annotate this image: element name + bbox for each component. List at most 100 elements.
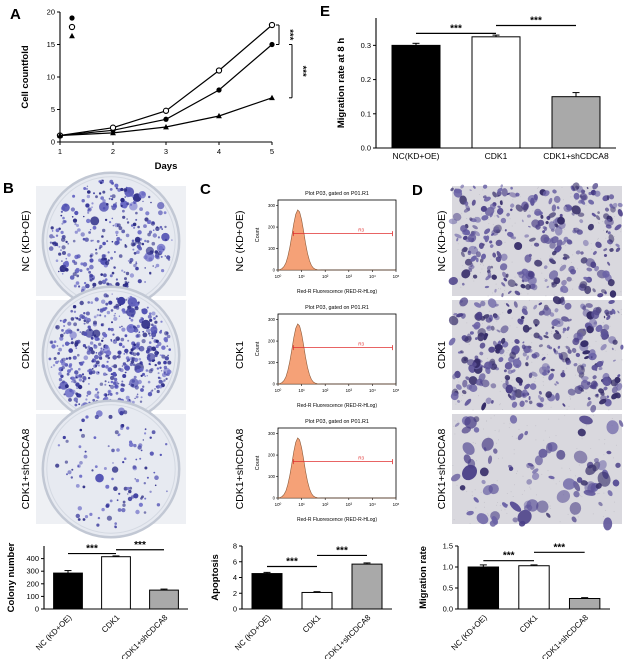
panel-label-b: B bbox=[3, 180, 14, 197]
svg-text:100: 100 bbox=[26, 592, 39, 601]
row-label-flow-cdk1: CDK1 bbox=[234, 341, 246, 370]
svg-text:Plot P03, gated on P01.R1: Plot P03, gated on P01.R1 bbox=[305, 305, 369, 311]
svg-text:CDK1: CDK1 bbox=[485, 151, 508, 161]
svg-text:NC (KD+OE): NC (KD+OE) bbox=[450, 613, 489, 652]
svg-text:200: 200 bbox=[268, 225, 276, 230]
transwell-image-nc bbox=[448, 182, 623, 298]
svg-text:10⁰: 10⁰ bbox=[275, 274, 282, 279]
svg-text:NC(KD+OE): NC(KD+OE) bbox=[393, 151, 440, 161]
svg-text:10⁰: 10⁰ bbox=[275, 388, 282, 393]
svg-text:0: 0 bbox=[273, 382, 276, 387]
row-label-flow-shcdca8: CDK1+shCDCA8 bbox=[234, 428, 246, 510]
flow-histogram-shcdca8: Plot P03, gated on P01.R1 0 100 200 300 Count… bbox=[252, 414, 404, 524]
svg-text:0.1: 0.1 bbox=[361, 109, 371, 118]
flow-histogram-nc: Plot P03, gated on P01.R1 0 100 200 300 Count… bbox=[252, 186, 404, 296]
migration-8h-bar-chart: 0.0 0.1 0.2 0.3 Migration rate at 8 h NC(KD+O… bbox=[336, 16, 616, 161]
svg-text:CDK1: CDK1 bbox=[100, 613, 122, 635]
transwell-image-shcdca8 bbox=[450, 414, 624, 531]
svg-text:400: 400 bbox=[26, 554, 39, 563]
svg-text:R3: R3 bbox=[358, 228, 364, 233]
svg-text:10⁴: 10⁴ bbox=[369, 388, 376, 393]
svg-text:300: 300 bbox=[268, 431, 276, 436]
svg-text:10¹: 10¹ bbox=[298, 502, 305, 507]
svg-text:5: 5 bbox=[51, 105, 55, 114]
svg-text:***: *** bbox=[86, 544, 98, 555]
row-label-colony-cdk1: CDK1 bbox=[20, 341, 32, 370]
svg-text:10⁵: 10⁵ bbox=[393, 274, 400, 279]
svg-text:Red-R Fluorescence (RED-R-HLog: Red-R Fluorescence (RED-R-HLog) bbox=[297, 289, 377, 295]
row-label-transwell-cdk1: CDK1 bbox=[436, 341, 448, 370]
svg-text:CDK1: CDK1 bbox=[301, 613, 323, 635]
svg-text:***: *** bbox=[503, 551, 515, 562]
panel-label-e: E bbox=[320, 3, 331, 20]
svg-text:Migration rate: Migration rate bbox=[418, 546, 429, 609]
svg-text:***: *** bbox=[553, 542, 565, 553]
svg-text:0.0: 0.0 bbox=[443, 605, 453, 614]
svg-text:10³: 10³ bbox=[346, 388, 353, 393]
svg-text:300: 300 bbox=[26, 567, 39, 576]
svg-text:10: 10 bbox=[47, 73, 55, 82]
svg-text:CDK1+shCDCA8: CDK1+shCDCA8 bbox=[543, 151, 609, 161]
svg-text:10⁵: 10⁵ bbox=[393, 388, 400, 393]
svg-text:0: 0 bbox=[35, 605, 39, 614]
svg-text:100: 100 bbox=[268, 474, 276, 479]
svg-text:4: 4 bbox=[217, 147, 221, 156]
row-label-flow-nc: NC (KD+OE) bbox=[234, 210, 246, 272]
svg-text:***: *** bbox=[297, 66, 308, 77]
transwell-image-cdk1 bbox=[448, 296, 624, 413]
svg-text:6: 6 bbox=[233, 557, 237, 566]
svg-text:4: 4 bbox=[233, 573, 237, 582]
svg-text:***: *** bbox=[134, 540, 146, 551]
colony-dish-image-cdk1 bbox=[36, 285, 186, 425]
svg-text:2: 2 bbox=[233, 589, 237, 598]
svg-text:Plot P03, gated on P01.R1: Plot P03, gated on P01.R1 bbox=[305, 419, 369, 425]
svg-text:20: 20 bbox=[47, 8, 55, 17]
svg-text:10²: 10² bbox=[322, 502, 329, 507]
svg-text:10⁵: 10⁵ bbox=[393, 502, 400, 507]
svg-text:***: *** bbox=[284, 29, 295, 40]
svg-text:200: 200 bbox=[268, 339, 276, 344]
svg-text:Cell countfold: Cell countfold bbox=[20, 45, 31, 109]
apoptosis-bar-chart: 0 2 4 6 8 Apoptosis NC (KD+OE) CDK1 CDK1+shCDCA8… bbox=[210, 542, 392, 659]
svg-text:200: 200 bbox=[26, 579, 39, 588]
svg-text:10¹: 10¹ bbox=[298, 274, 305, 279]
svg-text:15: 15 bbox=[47, 40, 55, 49]
svg-text:Count: Count bbox=[255, 341, 261, 356]
svg-text:5: 5 bbox=[270, 147, 274, 156]
svg-text:CDK1+shCDCA8: CDK1+shCDCA8 bbox=[323, 613, 373, 659]
svg-text:0.5: 0.5 bbox=[443, 584, 453, 593]
svg-text:***: *** bbox=[530, 16, 542, 27]
svg-text:***: *** bbox=[450, 23, 462, 34]
svg-text:300: 300 bbox=[268, 317, 276, 322]
svg-text:10¹: 10¹ bbox=[298, 388, 305, 393]
flow-histogram-cdk1: Plot P03, gated on P01.R1 0 100 200 300 Count… bbox=[252, 300, 404, 410]
svg-text:10²: 10² bbox=[322, 388, 329, 393]
svg-text:Plot P03, gated on P01.R1: Plot P03, gated on P01.R1 bbox=[305, 191, 369, 197]
svg-text:1.5: 1.5 bbox=[443, 542, 453, 551]
svg-text:Red-R Fluorescence (RED-R-HLog: Red-R Fluorescence (RED-R-HLog) bbox=[297, 403, 377, 409]
svg-text:***: *** bbox=[336, 545, 348, 556]
svg-text:10⁴: 10⁴ bbox=[369, 502, 376, 507]
svg-text:0.0: 0.0 bbox=[361, 144, 371, 153]
svg-text:Count: Count bbox=[255, 455, 261, 470]
panel-label-a: A bbox=[10, 6, 21, 23]
svg-text:Count: Count bbox=[255, 227, 261, 242]
svg-text:NC (KD+OE): NC (KD+OE) bbox=[34, 613, 73, 652]
svg-text:1: 1 bbox=[58, 147, 62, 156]
svg-text:R3: R3 bbox=[358, 342, 364, 347]
svg-text:100: 100 bbox=[268, 246, 276, 251]
svg-text:1.0: 1.0 bbox=[443, 563, 453, 572]
svg-text:Red-R Fluorescence (RED-R-HLog: Red-R Fluorescence (RED-R-HLog) bbox=[297, 517, 377, 523]
panel-label-d: D bbox=[412, 182, 423, 199]
migration-rate-bar-chart: 0.0 0.5 1.0 1.5 Migration rate NC (KD+OE) CDK1… bbox=[418, 542, 610, 659]
svg-text:3: 3 bbox=[164, 147, 168, 156]
svg-text:0.2: 0.2 bbox=[361, 75, 371, 84]
svg-text:CDK1: CDK1 bbox=[518, 613, 540, 635]
svg-text:10³: 10³ bbox=[346, 274, 353, 279]
growth-curve-chart: 0 5 10 15 20 1 2 3 4 5 Days Cell countfold *** *** bbox=[20, 8, 308, 173]
svg-text:0: 0 bbox=[51, 138, 55, 147]
svg-text:Apoptosis: Apoptosis bbox=[210, 554, 221, 600]
svg-text:0: 0 bbox=[273, 268, 276, 273]
svg-text:CDK1+shCDCA8: CDK1+shCDCA8 bbox=[120, 613, 170, 659]
